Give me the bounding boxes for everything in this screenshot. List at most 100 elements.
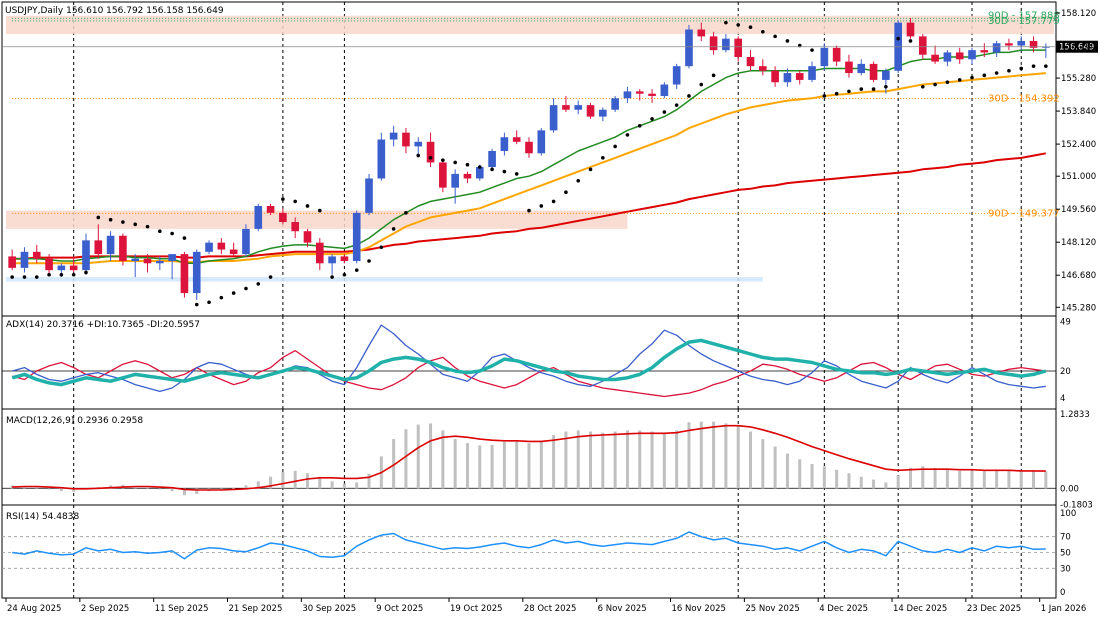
candle[interactable]: [845, 61, 853, 74]
candle[interactable]: [45, 258, 53, 271]
candle[interactable]: [414, 141, 423, 147]
candle[interactable]: [758, 66, 767, 71]
candle[interactable]: [869, 63, 878, 80]
candle[interactable]: [242, 228, 250, 255]
candle[interactable]: [217, 242, 226, 250]
candle[interactable]: [808, 66, 816, 80]
candle[interactable]: [254, 205, 263, 229]
candle[interactable]: [955, 52, 964, 60]
candle[interactable]: [586, 105, 595, 117]
candle[interactable]: [795, 73, 804, 80]
candle[interactable]: [648, 93, 656, 96]
candle[interactable]: [500, 137, 509, 151]
rsi-panel[interactable]: [2, 531, 1056, 569]
candle[interactable]: [906, 22, 915, 37]
candle[interactable]: [180, 254, 189, 294]
candle[interactable]: [857, 63, 866, 74]
macd-hist-bar: [1032, 470, 1036, 489]
candle[interactable]: [820, 47, 829, 67]
candle[interactable]: [672, 66, 681, 85]
candle[interactable]: [980, 50, 989, 53]
candle[interactable]: [685, 29, 693, 67]
macd-hist-bar: [133, 486, 137, 489]
candle[interactable]: [537, 130, 546, 154]
candle[interactable]: [168, 254, 176, 261]
candle[interactable]: [426, 141, 435, 163]
candle[interactable]: [303, 231, 312, 243]
candle[interactable]: [266, 205, 275, 213]
candle[interactable]: [279, 212, 287, 223]
price-tick-label: 148.120: [1061, 238, 1096, 248]
candle[interactable]: [94, 240, 103, 255]
candle[interactable]: [229, 249, 238, 255]
candle[interactable]: [32, 251, 41, 259]
candle[interactable]: [931, 54, 939, 62]
macd-hist-bar: [429, 423, 433, 489]
candle[interactable]: [389, 132, 398, 140]
candle[interactable]: [992, 43, 1001, 53]
candle[interactable]: [697, 29, 706, 37]
adx-tick-label: 20: [1060, 367, 1071, 377]
candle[interactable]: [402, 132, 410, 147]
candle[interactable]: [734, 38, 743, 58]
candle[interactable]: [623, 91, 632, 99]
candle[interactable]: [451, 173, 459, 188]
candle[interactable]: [463, 173, 472, 179]
candle[interactable]: [328, 256, 336, 264]
sar-dot: [625, 133, 630, 137]
candle[interactable]: [722, 38, 730, 51]
candle[interactable]: [131, 258, 140, 261]
candle[interactable]: [918, 36, 927, 55]
candle[interactable]: [340, 256, 349, 261]
macd-panel[interactable]: [2, 421, 1056, 496]
candle[interactable]: [192, 251, 201, 294]
adx-panel[interactable]: [2, 324, 1056, 398]
candle[interactable]: [119, 235, 127, 261]
candle[interactable]: [574, 105, 583, 110]
candle[interactable]: [1042, 46, 1050, 48]
candle[interactable]: [377, 139, 386, 179]
candle[interactable]: [562, 105, 570, 110]
candle[interactable]: [475, 167, 484, 179]
candle[interactable]: [771, 70, 779, 83]
candle[interactable]: [1005, 43, 1013, 46]
candle[interactable]: [488, 150, 496, 168]
candle[interactable]: [8, 256, 16, 268]
candle[interactable]: [660, 84, 669, 96]
candle[interactable]: [746, 57, 755, 67]
macd-hist-bar: [798, 459, 802, 489]
candle[interactable]: [832, 47, 841, 62]
macd-hist-bar: [158, 488, 162, 490]
candle[interactable]: [1017, 40, 1026, 46]
sar-dot: [1031, 64, 1036, 68]
level-label-2: 30D - 154.392: [988, 93, 1060, 104]
candle[interactable]: [439, 162, 447, 188]
candle[interactable]: [20, 251, 29, 268]
candle[interactable]: [635, 91, 644, 94]
candle[interactable]: [709, 36, 718, 51]
candle[interactable]: [512, 137, 521, 142]
candle[interactable]: [143, 258, 152, 264]
candle[interactable]: [156, 260, 164, 264]
candle[interactable]: [69, 265, 78, 271]
candle[interactable]: [82, 240, 90, 271]
candle[interactable]: [599, 109, 607, 117]
candle[interactable]: [549, 105, 558, 131]
candle[interactable]: [968, 50, 976, 60]
candle[interactable]: [106, 235, 115, 255]
candle[interactable]: [205, 242, 213, 252]
candle[interactable]: [315, 242, 324, 264]
candle[interactable]: [1029, 40, 1038, 48]
candle[interactable]: [943, 52, 952, 62]
candle[interactable]: [882, 70, 890, 80]
candle[interactable]: [525, 141, 533, 154]
candle[interactable]: [783, 73, 792, 83]
candle[interactable]: [57, 265, 66, 271]
candle[interactable]: [611, 98, 619, 110]
candle[interactable]: [291, 222, 300, 232]
candle[interactable]: [352, 212, 361, 261]
candle[interactable]: [365, 178, 373, 213]
